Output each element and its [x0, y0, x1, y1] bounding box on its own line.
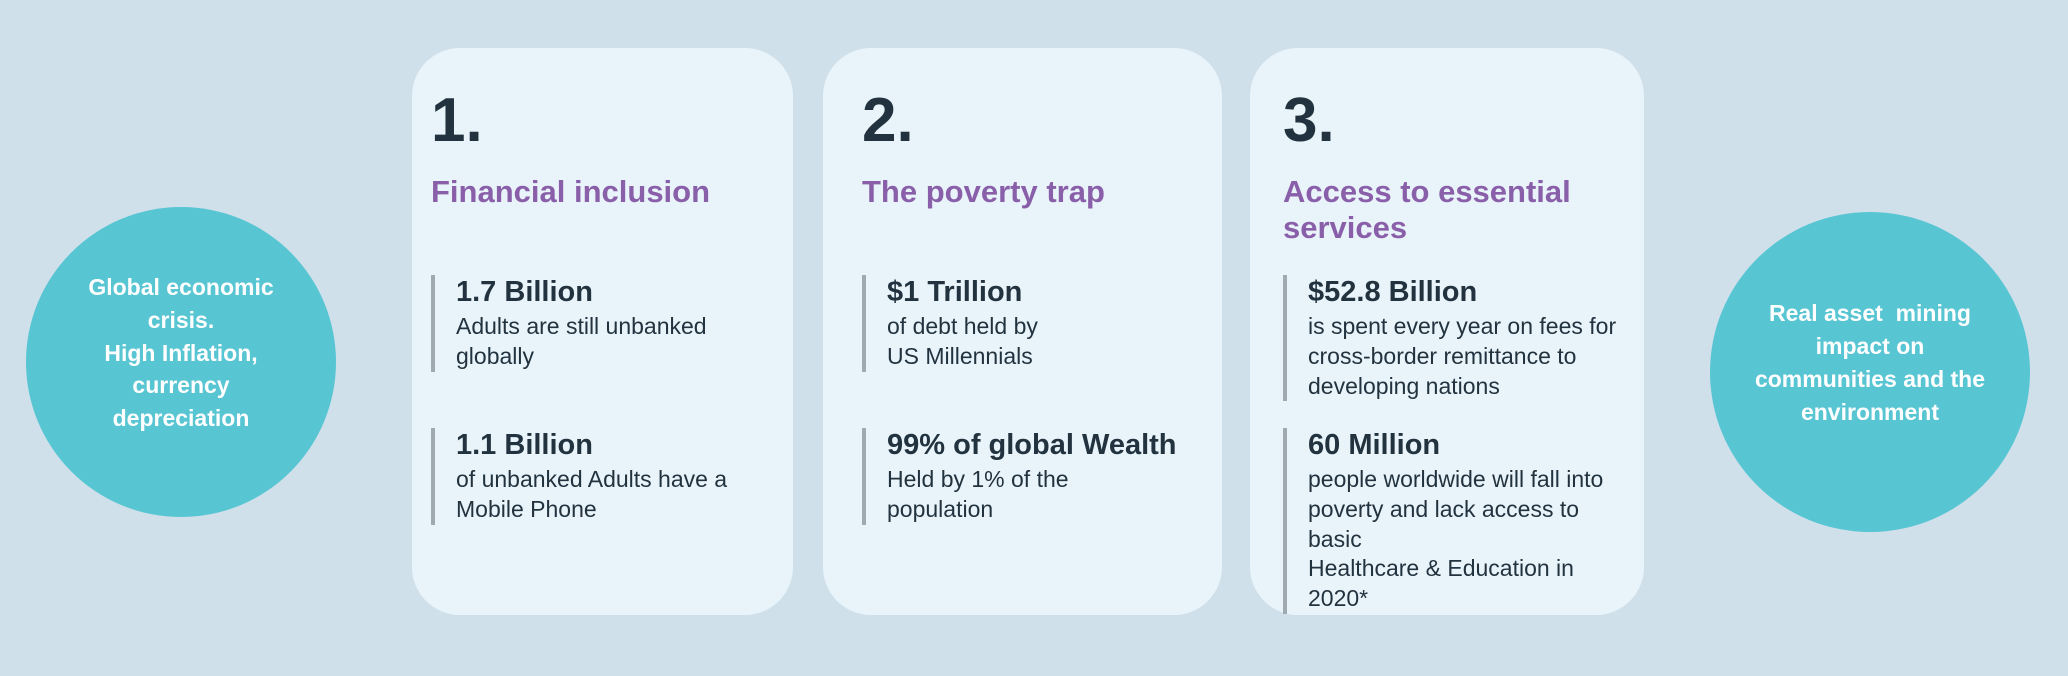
stat-block: $52.8 Billion is spent every year on fee…	[1283, 275, 1622, 402]
stat-description: Adults are still unbanked globally	[456, 312, 707, 369]
stat-block: $1 Trillion of debt held by US Millennia…	[862, 275, 1200, 372]
card-number: 1.	[431, 86, 483, 155]
card-title: The poverty trap	[862, 174, 1105, 209]
card-poverty-trap: 2. The poverty trap $1 Trillion of debt …	[823, 48, 1222, 615]
stat-value: 1.1 Billion	[456, 429, 593, 461]
stat-value: 60 Million	[1308, 429, 1441, 461]
stat-block: 99% of global Wealth Held by 1% of the p…	[862, 428, 1200, 525]
stat-description: Held by 1% of the population	[887, 465, 1069, 522]
stat-description: is spent every year on fees for cross-bo…	[1308, 312, 1617, 399]
stat-block: 60 Million people worldwide will fall in…	[1283, 428, 1622, 615]
stat-block: 1.1 Billion of unbanked Adults have a Mo…	[431, 428, 771, 525]
stat-block: 1.7 Billion Adults are still unbanked gl…	[431, 275, 771, 372]
card-number: 3.	[1283, 86, 1335, 155]
right-circle-text: Real asset mining impact on communities …	[1754, 300, 1986, 425]
left-context-circle: Global economic crisis. High Inflation, …	[26, 207, 336, 517]
card-title: Access to essential services	[1283, 174, 1571, 245]
left-circle-text: Global economic crisis. High Inflation, …	[88, 273, 274, 432]
stat-description: of debt held by US Millennials	[887, 312, 1038, 369]
stat-description: people worldwide will fall into poverty …	[1308, 465, 1604, 612]
stat-description: of unbanked Adults have a Mobile Phone	[456, 465, 728, 522]
card-title: Financial inclusion	[431, 174, 711, 209]
stat-value: $1 Trillion	[887, 276, 1023, 308]
card-number: 2.	[862, 86, 914, 155]
card-financial-inclusion: 1. Financial inclusion 1.7 Billion Adult…	[412, 48, 793, 615]
stat-value: $52.8 Billion	[1308, 276, 1478, 308]
card-access-essential-services: 3. Access to essential services $52.8 Bi…	[1250, 48, 1644, 615]
stat-value: 1.7 Billion	[456, 276, 593, 308]
stat-value: 99% of global Wealth	[887, 429, 1177, 461]
right-context-circle: Real asset mining impact on communities …	[1710, 212, 2030, 532]
